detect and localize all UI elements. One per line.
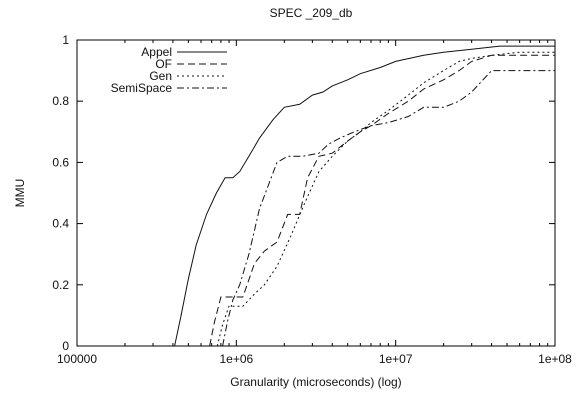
x-tick-label: 100000	[57, 352, 97, 366]
y-tick-label: 0.8	[52, 94, 69, 108]
plot-frame	[76, 39, 556, 347]
legend-label-gen: Gen	[149, 69, 172, 83]
series-line-of	[209, 54, 555, 347]
legend-label-of: OF	[155, 57, 172, 71]
y-tick-label: 1	[62, 33, 69, 47]
series-line-appel	[174, 45, 555, 347]
series-lines	[174, 45, 555, 347]
x-tick-label: 1e+07	[379, 352, 413, 366]
axis-ticks: 0 0.2 0.4 0.6 0.8 1 100000 1e+06 1e+07 1e+08	[52, 33, 572, 366]
y-tick-label: 0.4	[52, 217, 69, 231]
x-tick-label: 1e+06	[219, 352, 253, 366]
y-tick-label: 0.2	[52, 278, 69, 292]
legend-label-semispace: SemiSpace	[111, 81, 173, 95]
legend-label-appel: Appel	[141, 45, 172, 59]
y-axis-title: MMU	[13, 179, 27, 208]
chart-title: SPEC _209_db	[270, 6, 353, 20]
series-line-semispace	[222, 70, 555, 347]
x-axis-title: Granularity (microseconds) (log)	[230, 375, 401, 389]
series-line-gen	[216, 51, 555, 347]
y-tick-label: 0	[62, 339, 69, 353]
y-tick-label: 0.6	[52, 155, 69, 169]
x-tick-label: 1e+08	[538, 352, 572, 366]
